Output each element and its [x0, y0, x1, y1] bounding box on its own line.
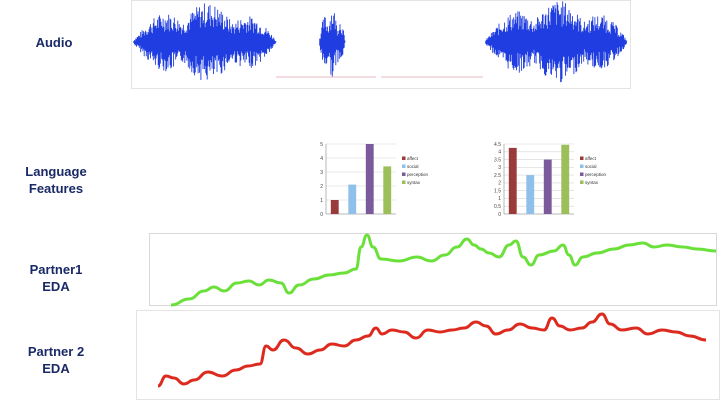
y-tick-label: 0: [320, 212, 323, 218]
y-tick-label: 3: [320, 170, 323, 176]
bar-perception: [543, 159, 552, 214]
y-tick-label: 2.5: [494, 173, 501, 179]
legend-swatch-syntax: [402, 180, 406, 184]
y-tick-label: 2: [320, 184, 323, 190]
legend-swatch-affect: [402, 156, 406, 160]
legend-label-syntax: syntax: [585, 180, 599, 185]
legend-label-affect: affect: [585, 156, 597, 161]
legend-swatch-perception: [580, 172, 584, 176]
legend-label-social: social: [585, 164, 597, 169]
partner2-eda-row-label: Partner 2 EDA: [27, 344, 85, 376]
language-bar-chart-2: 0 0.5 1 1.52 2.5 3 3.54 4.5 affect social percepti…: [494, 142, 607, 218]
y-tick-label: 4.5: [494, 142, 501, 148]
y-tick-label: 4: [498, 150, 501, 156]
partner2-eda-plot: [136, 310, 720, 400]
y-tick-label: 0.5: [494, 204, 501, 210]
y-tick-label: 4: [320, 156, 323, 162]
bar-affect: [508, 147, 517, 214]
language-bar-chart-1: 0 1 2 3 4 5 affect social perception syntax: [320, 142, 429, 218]
legend-label-affect: affect: [407, 156, 419, 161]
y-tick-label: 3: [498, 165, 501, 171]
y-tick-label: 1: [320, 198, 323, 204]
partner1-eda-plot: [149, 233, 717, 307]
language-features-row-label: Language Features: [25, 164, 87, 196]
partner2-eda-line: [157, 312, 707, 388]
waveform-trace: [133, 1, 627, 83]
bar-syntax: [561, 144, 570, 214]
y-tick-label: 1: [498, 196, 501, 202]
legend-swatch-syntax: [580, 180, 584, 184]
legend-swatch-perception: [402, 172, 406, 176]
legend-label-perception: perception: [407, 172, 429, 177]
bar-affect: [330, 200, 339, 214]
partner1-eda-line: [170, 233, 717, 307]
legend-label-perception: perception: [585, 172, 607, 177]
audio-waveform: [131, 0, 631, 89]
legend-label-syntax: syntax: [407, 180, 421, 185]
legend-label-social: social: [407, 164, 419, 169]
y-tick-label: 1.5: [494, 188, 501, 194]
y-tick-label: 2: [498, 181, 501, 187]
legend-swatch-social: [580, 164, 584, 168]
y-tick-label: 3.5: [494, 157, 501, 163]
y-tick-label: 5: [320, 142, 323, 148]
bar-syntax: [383, 166, 392, 214]
y-tick-label: 0: [498, 212, 501, 218]
legend-swatch-social: [402, 164, 406, 168]
legend-swatch-affect: [580, 156, 584, 160]
audio-row-label: Audio: [35, 35, 73, 50]
bar-social: [348, 184, 357, 214]
bar-perception: [365, 144, 374, 214]
partner1-eda-row-label: Partner1 EDA: [29, 262, 83, 294]
bar-social: [526, 175, 535, 214]
